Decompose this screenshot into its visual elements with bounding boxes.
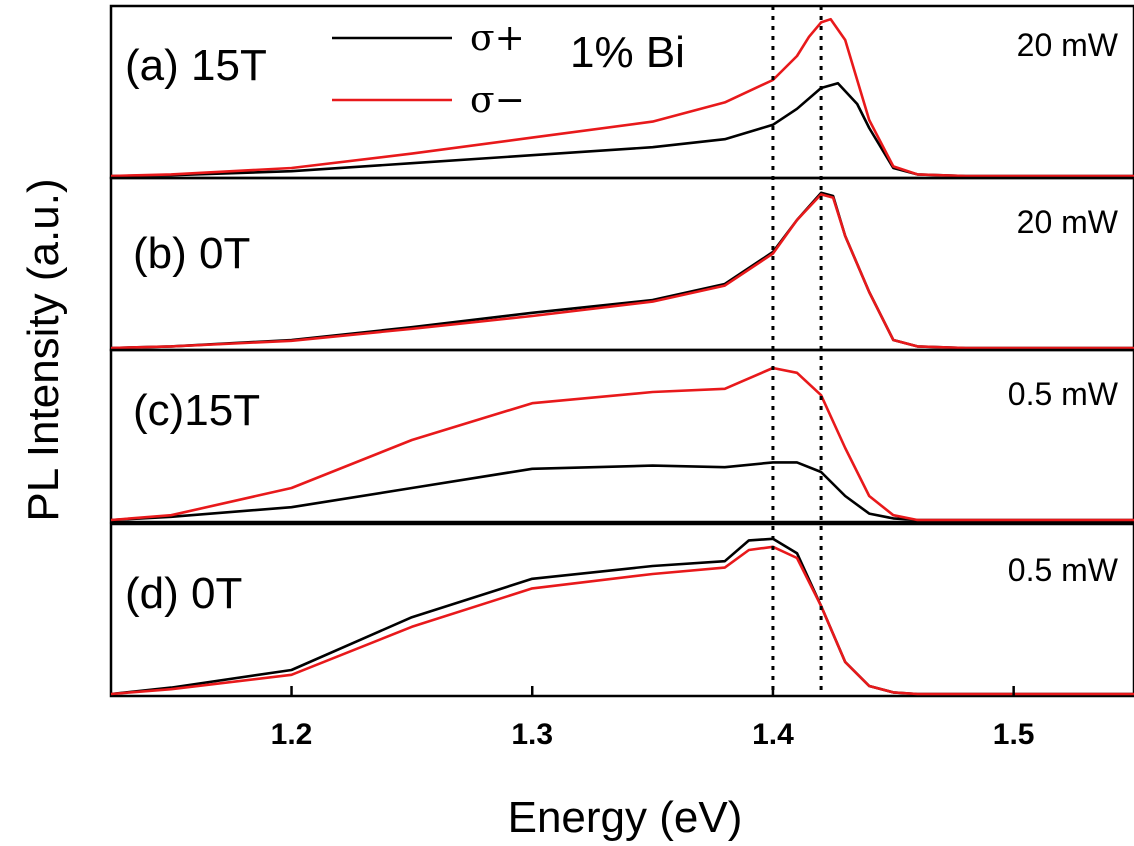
panel-b: (b) 0T 20 mW [109,176,1134,352]
series-line-sigma-plus [110,537,1134,696]
panel-c: (c)15T 0.5 mW [109,348,1134,524]
x-axis-label: Energy (eV) [508,793,743,842]
y-axis-label: PL Intensity (a.u.) [19,178,68,521]
legend: σ+ σ− [332,18,525,121]
power-label: 20 mW [1017,204,1119,240]
x-tick-label: 1.3 [511,718,553,751]
legend-label-sigma-minus: σ− [470,80,525,121]
x-tick-label: 1.2 [271,718,313,751]
x-axis: 1.2 1.3 1.4 1.5 [271,686,1035,751]
panel-d: (d) 0T 0.5 mW [109,522,1134,698]
series-line-sigma-minus [110,366,1134,522]
panel-label: (c)15T [133,386,260,435]
sample-label: 1% Bi [570,28,685,77]
power-label: 20 mW [1017,27,1119,63]
panel-label: (b) 0T [133,229,250,278]
series-line-sigma-plus [110,81,1134,178]
power-label: 0.5 mW [1008,552,1119,588]
panel-label: (d) 0T [125,569,242,618]
panel-frame [109,176,1134,352]
panel-label: (a) 15T [125,41,267,90]
x-tick-label: 1.5 [993,718,1035,751]
legend-label-sigma-plus: σ+ [470,18,525,59]
series-line-sigma-plus [110,461,1134,522]
series-line-sigma-plus [110,191,1134,350]
panel-frame [109,348,1134,524]
x-tick-label: 1.4 [752,718,794,751]
power-label: 0.5 mW [1008,376,1119,412]
series-line-sigma-minus [110,193,1134,350]
panel-frame [109,522,1134,698]
series-line-sigma-minus [110,17,1134,178]
